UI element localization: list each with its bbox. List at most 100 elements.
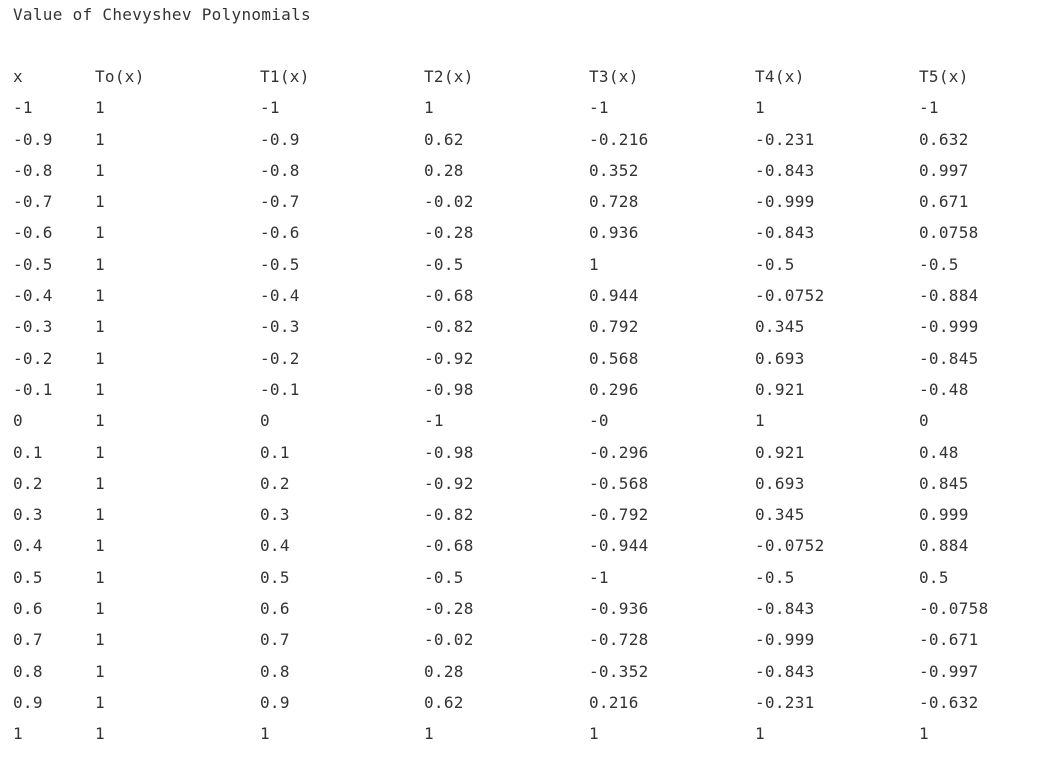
page-title: Value of Chevyshev Polynomials	[13, 5, 311, 24]
cell-t0: 1	[95, 536, 105, 556]
cell-t4: -0.999	[755, 192, 815, 212]
cell-t0: 1	[95, 160, 105, 180]
cell-t0: 1	[95, 599, 105, 619]
cell-t4: -0.843	[755, 223, 815, 243]
cell-x: 0.7	[13, 630, 43, 650]
cell-t0: 1	[95, 348, 105, 368]
cell-t0: 1	[95, 254, 105, 274]
cell-x: -0.7	[13, 192, 53, 212]
cell-t4: -0.231	[755, 692, 815, 712]
cell-t1: 0.7	[260, 630, 290, 650]
cell-t4: -0.5	[755, 567, 795, 587]
cell-x: -0.8	[13, 160, 53, 180]
cell-t3: -1	[589, 98, 609, 118]
table-body: -1 1 -1 1 -1 1 -1 -0.9 1 -0.9 0.62 -0.216 -0.231 0.63…	[13, 97, 1033, 754]
cell-t1: 0.1	[260, 442, 290, 462]
cell-t5: 1	[919, 724, 929, 744]
cell-t3: -0.728	[589, 630, 649, 650]
cell-t4: 1	[755, 98, 765, 118]
cell-t4: 0.345	[755, 317, 805, 337]
cell-t4: 1	[755, 724, 765, 744]
cell-t1: -0.1	[260, 379, 300, 399]
cell-t1: 0.3	[260, 505, 290, 525]
cell-t2: -0.02	[424, 630, 474, 650]
header-t5: T5(x)	[919, 67, 969, 86]
cell-t4: -0.999	[755, 630, 815, 650]
header-x: x	[13, 67, 23, 86]
cell-t4: -0.231	[755, 129, 815, 149]
header-t2: T2(x)	[424, 67, 474, 86]
cell-t2: 1	[424, 724, 434, 744]
table-row: -0.3 1 -0.3 -0.82 0.792 0.345 -0.999	[13, 316, 1033, 347]
cell-t3: 0.568	[589, 348, 639, 368]
cell-t1: -1	[260, 98, 280, 118]
cell-t5: -0.5	[919, 254, 959, 274]
cell-x: -0.3	[13, 317, 53, 337]
table-row: -1 1 -1 1 -1 1 -1	[13, 97, 1033, 128]
header-t4: T4(x)	[755, 67, 805, 86]
cell-t2: -0.02	[424, 192, 474, 212]
table-row: 0.9 1 0.9 0.62 0.216 -0.231 -0.632	[13, 692, 1033, 723]
cell-x: 0.3	[13, 505, 43, 525]
cell-t2: -0.92	[424, 473, 474, 493]
table-row: 0.2 1 0.2 -0.92 -0.568 0.693 0.845	[13, 473, 1033, 504]
cell-x: -0.9	[13, 129, 53, 149]
cell-t5: 0.632	[919, 129, 969, 149]
header-t0: To(x)	[95, 67, 145, 86]
cell-t1: -0.8	[260, 160, 300, 180]
cell-t1: 0.9	[260, 692, 290, 712]
cell-t2: -1	[424, 411, 444, 431]
cell-x: 1	[13, 724, 23, 744]
cell-t2: -0.68	[424, 536, 474, 556]
cell-t5: 0	[919, 411, 929, 431]
cell-t3: 0.944	[589, 286, 639, 306]
cell-t1: 0.5	[260, 567, 290, 587]
cell-t3: -0.568	[589, 473, 649, 493]
cell-t4: -0.843	[755, 599, 815, 619]
cell-t0: 1	[95, 567, 105, 587]
cell-t0: 1	[95, 317, 105, 337]
cell-x: 0.2	[13, 473, 43, 493]
cell-t3: -0.352	[589, 661, 649, 681]
cell-t2: -0.5	[424, 567, 464, 587]
cell-t5: 0.845	[919, 473, 969, 493]
cell-t3: -0.296	[589, 442, 649, 462]
cell-t3: 0.936	[589, 223, 639, 243]
cell-t4: 0.921	[755, 379, 805, 399]
cell-t4: -0.0752	[755, 286, 825, 306]
cell-t1: -0.6	[260, 223, 300, 243]
table-row: -0.8 1 -0.8 0.28 0.352 -0.843 0.997	[13, 160, 1033, 191]
cell-t0: 1	[95, 192, 105, 212]
cell-t0: 1	[95, 129, 105, 149]
cell-t3: 1	[589, 254, 599, 274]
cell-x: 0.1	[13, 442, 43, 462]
cell-t2: -0.98	[424, 379, 474, 399]
cell-t4: -0.5	[755, 254, 795, 274]
cell-x: -0.2	[13, 348, 53, 368]
cell-t3: -1	[589, 567, 609, 587]
cell-t2: 0.62	[424, 129, 464, 149]
cell-t4: -0.0752	[755, 536, 825, 556]
cell-t1: -0.3	[260, 317, 300, 337]
cell-t3: -0	[589, 411, 609, 431]
table-row: -0.9 1 -0.9 0.62 -0.216 -0.231 0.632	[13, 129, 1033, 160]
cell-t5: -1	[919, 98, 939, 118]
cell-x: 0.8	[13, 661, 43, 681]
header-t1: T1(x)	[260, 67, 310, 86]
header-t3: T3(x)	[589, 67, 639, 86]
chebyshev-table: x To(x) T1(x) T2(x) T3(x) T4(x) T5(x) -1…	[13, 66, 1033, 755]
cell-t3: 0.728	[589, 192, 639, 212]
cell-t4: 0.693	[755, 473, 805, 493]
cell-t3: -0.792	[589, 505, 649, 525]
cell-x: 0.5	[13, 567, 43, 587]
cell-t1: 0.2	[260, 473, 290, 493]
cell-t2: -0.92	[424, 348, 474, 368]
cell-t1: -0.4	[260, 286, 300, 306]
cell-t1: -0.2	[260, 348, 300, 368]
cell-t2: 1	[424, 98, 434, 118]
cell-t1: 0	[260, 411, 270, 431]
cell-t0: 1	[95, 505, 105, 525]
table-row: 0 1 0 -1 -0 1 0	[13, 410, 1033, 441]
cell-t3: -0.944	[589, 536, 649, 556]
cell-t1: -0.7	[260, 192, 300, 212]
